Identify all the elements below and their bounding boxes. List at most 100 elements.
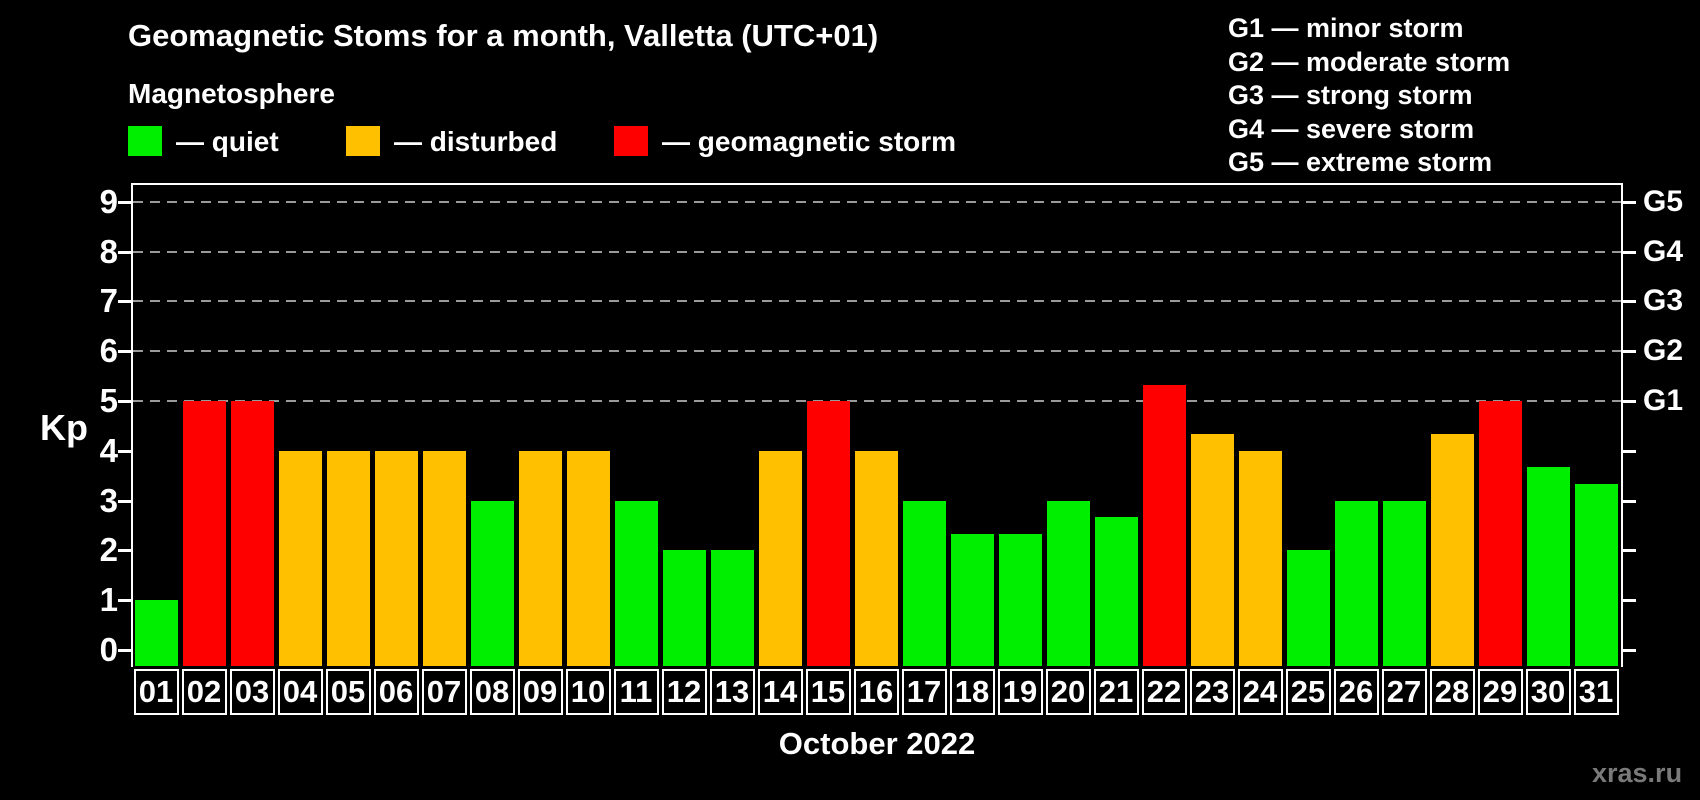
bar-day-04 xyxy=(279,450,322,666)
bar-day-20 xyxy=(1047,500,1090,666)
bar-day-08 xyxy=(471,500,514,666)
y-tick-label-5: 5 xyxy=(99,382,118,419)
x-label-31: 31 xyxy=(1573,669,1619,715)
y-tick-label-4: 4 xyxy=(99,431,118,469)
y-tick-0 xyxy=(118,649,131,652)
x-label-09: 09 xyxy=(517,669,563,715)
g2-legend-line: G2 — moderate storm xyxy=(1228,47,1511,77)
y-tick-3 xyxy=(118,499,131,503)
bar-day-24 xyxy=(1239,450,1282,666)
bar-day-15 xyxy=(807,401,850,666)
g5-legend-line: G5 — extreme storm xyxy=(1228,147,1493,177)
bar-day-07 xyxy=(423,450,466,666)
gridline-kp6 xyxy=(133,350,1621,353)
bar-day-03 xyxy=(231,401,274,666)
bar-day-27 xyxy=(1383,500,1426,666)
y-tick-1 xyxy=(118,599,131,603)
bar-day-06 xyxy=(375,450,418,666)
bar-day-05 xyxy=(327,450,370,666)
x-label-25: 25 xyxy=(1285,669,1331,715)
x-label-04: 04 xyxy=(277,669,323,715)
y-tick-label-8: 8 xyxy=(99,232,118,270)
x-label-10: 10 xyxy=(565,669,611,715)
right-tick-6 xyxy=(1623,350,1636,354)
chart-title: Geomagnetic Stoms for a month, Valletta … xyxy=(128,18,879,53)
right-tick-9 xyxy=(1623,200,1636,204)
y-axis-label: Kp xyxy=(40,407,88,448)
g-label-G3: G3 xyxy=(1643,284,1684,318)
bar-day-13 xyxy=(711,550,754,666)
x-label-17: 17 xyxy=(901,669,947,715)
magnetosphere-label: Magnetosphere xyxy=(128,78,335,109)
g-label-G4: G4 xyxy=(1643,234,1684,268)
bar-day-02 xyxy=(183,401,226,666)
bar-day-14 xyxy=(759,450,802,666)
storm-color-swatch xyxy=(614,126,648,156)
y-tick-label-6: 6 xyxy=(99,332,118,370)
right-tick-5 xyxy=(1623,400,1636,403)
y-tick-5 xyxy=(118,400,131,403)
y-tick-label-0: 0 xyxy=(99,631,118,668)
bar-day-30 xyxy=(1527,467,1570,666)
bar-day-12 xyxy=(663,550,706,666)
x-label-23: 23 xyxy=(1189,669,1235,715)
right-tick-0 xyxy=(1623,649,1636,652)
x-label-07: 07 xyxy=(421,669,467,715)
x-label-16: 16 xyxy=(853,669,899,715)
x-label-03: 03 xyxy=(229,669,275,715)
y-tick-label-1: 1 xyxy=(99,581,118,619)
legend-item-storm: — geomagnetic storm xyxy=(614,124,974,157)
bar-day-25 xyxy=(1287,550,1330,666)
y-tick-label-7: 7 xyxy=(99,282,118,320)
gridline-kp8 xyxy=(133,250,1621,253)
x-label-13: 13 xyxy=(709,669,755,715)
y-tick-7 xyxy=(118,300,131,304)
x-label-15: 15 xyxy=(805,669,851,715)
y-tick-9 xyxy=(118,200,131,204)
bar-day-01 xyxy=(135,600,178,666)
legend-item-quiet: — quiet xyxy=(128,124,368,157)
g-label-G1: G1 xyxy=(1643,384,1684,417)
x-label-27: 27 xyxy=(1381,669,1427,715)
watermark: xras.ru xyxy=(1592,758,1683,788)
quiet-color-swatch xyxy=(128,126,162,156)
gridline-kp9 xyxy=(133,200,1621,203)
quiet-legend-label: — quiet xyxy=(176,126,279,157)
disturbed-legend-label: — disturbed xyxy=(394,126,558,157)
x-label-01: 01 xyxy=(133,669,179,715)
g4-legend-line: G4 — severe storm xyxy=(1228,114,1475,144)
x-label-05: 05 xyxy=(325,669,371,715)
right-tick-8 xyxy=(1623,250,1636,254)
right-tick-1 xyxy=(1623,599,1636,603)
right-tick-3 xyxy=(1623,499,1636,503)
x-label-12: 12 xyxy=(661,669,707,715)
g-label-G5: G5 xyxy=(1643,184,1684,218)
g-scale-legend: G1 — minor storm G2 — moderate storm G3 … xyxy=(1228,12,1648,192)
bar-day-19 xyxy=(999,533,1042,666)
bar-day-21 xyxy=(1095,517,1138,666)
g-label-G2: G2 xyxy=(1643,334,1684,368)
y-tick-label-9: 9 xyxy=(99,182,118,220)
bar-day-22 xyxy=(1143,384,1186,666)
plot-area xyxy=(131,183,1623,667)
y-tick-label-2: 2 xyxy=(99,531,118,569)
x-axis-label: October 2022 xyxy=(778,726,976,761)
bar-day-29 xyxy=(1479,401,1522,666)
x-label-18: 18 xyxy=(949,669,995,715)
x-label-14: 14 xyxy=(757,669,803,715)
disturbed-color-swatch xyxy=(346,126,380,156)
x-label-20: 20 xyxy=(1045,669,1091,715)
bar-day-23 xyxy=(1191,434,1234,666)
x-label-26: 26 xyxy=(1333,669,1379,715)
y-tick-6 xyxy=(118,350,131,354)
bar-day-10 xyxy=(567,450,610,666)
bar-day-11 xyxy=(615,500,658,666)
y-tick-4 xyxy=(118,449,131,453)
x-label-29: 29 xyxy=(1477,669,1523,715)
x-label-19: 19 xyxy=(997,669,1043,715)
x-label-11: 11 xyxy=(613,669,659,715)
x-label-02: 02 xyxy=(181,669,227,715)
x-label-08: 08 xyxy=(469,669,515,715)
g3-legend-line: G3 — strong storm xyxy=(1228,80,1473,110)
